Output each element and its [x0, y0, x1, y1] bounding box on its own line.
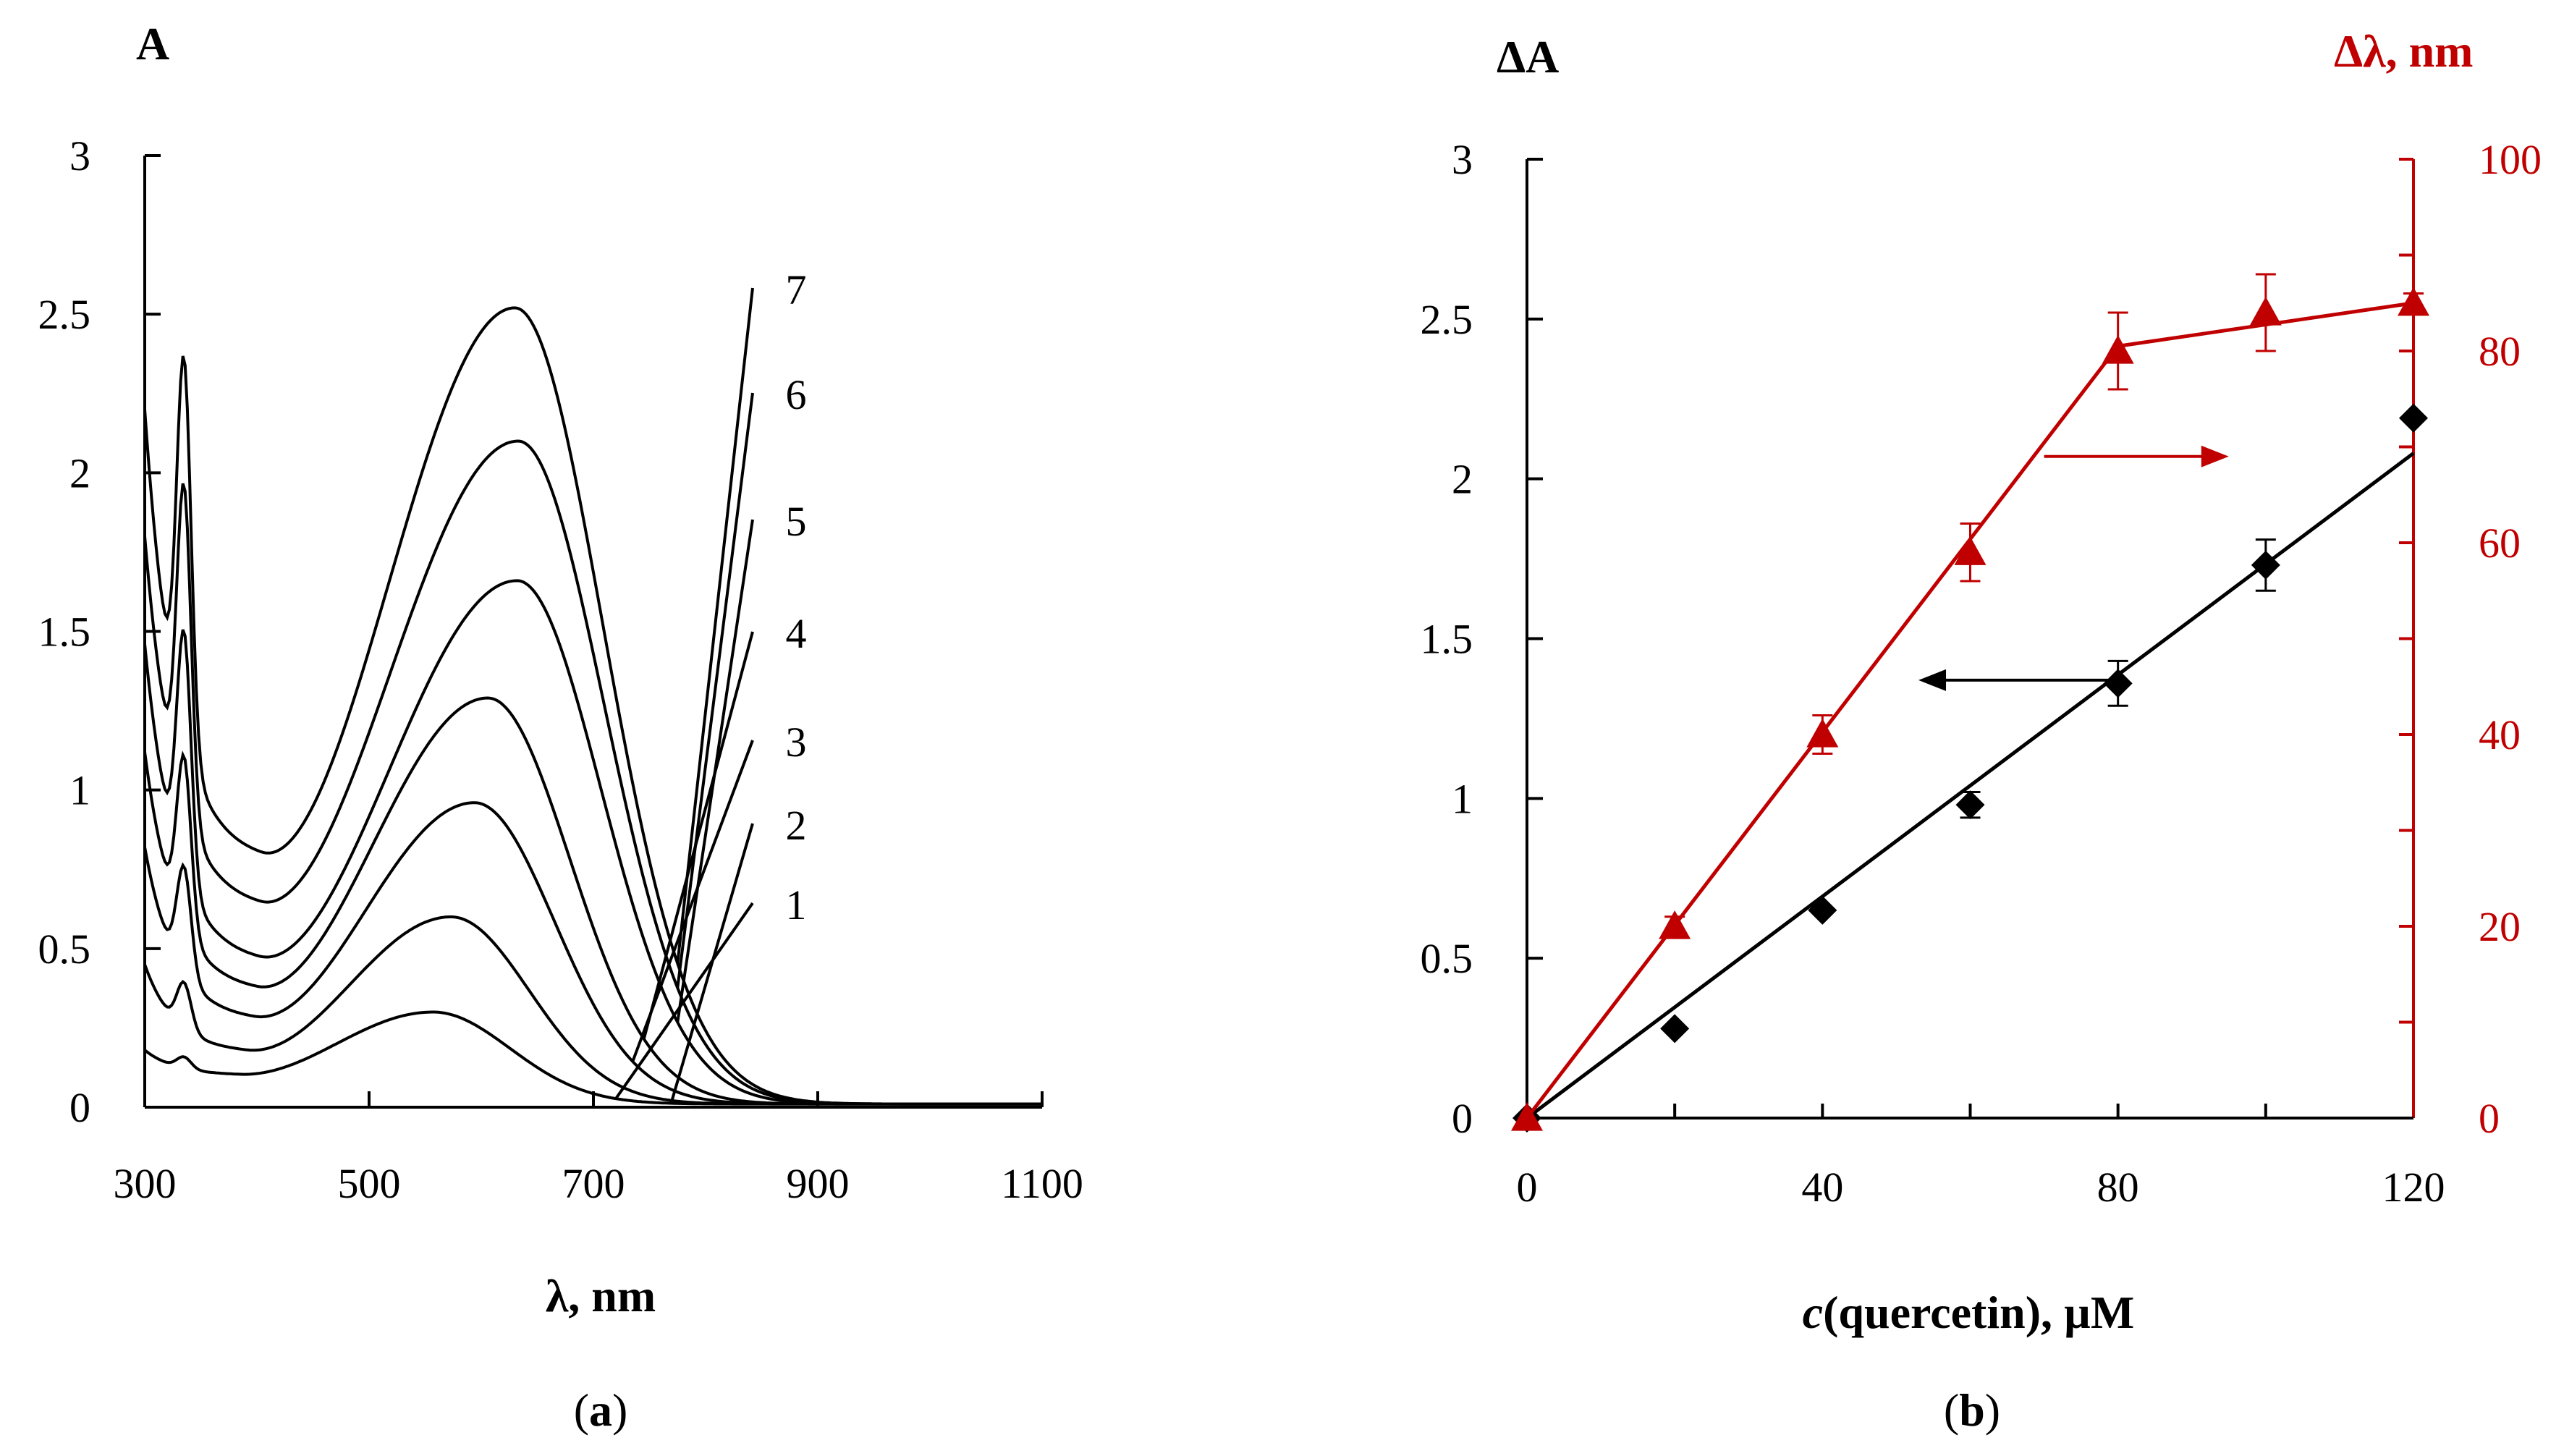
y-tick-label: 1.5 [1421, 616, 1473, 663]
data-point-diamond [1955, 790, 1985, 820]
curve-label-6: 6 [786, 371, 807, 418]
curve-leader-6 [676, 392, 754, 989]
x-tick-label: 500 [338, 1160, 401, 1207]
y-tick-label: 3 [1452, 136, 1473, 183]
curve-leader-2 [670, 823, 754, 1101]
spectrum-curve-7 [143, 306, 1042, 1106]
x-tick-label: 80 [2097, 1164, 2139, 1211]
x-tick-label: 300 [114, 1160, 177, 1207]
series-delta-lambda [1511, 273, 2429, 1131]
panel-b-xlabel-var: c [1803, 1287, 1823, 1338]
panel-a-caption-close: ) [612, 1384, 627, 1436]
y-tick-label: 0.5 [1421, 935, 1473, 982]
data-point-diamond [2103, 669, 2133, 698]
curve-leader-5 [676, 519, 754, 1023]
data-point-diamond [1808, 895, 1837, 925]
y2-tick-label: 100 [2479, 136, 2542, 183]
y-tick-label: 0 [69, 1084, 90, 1131]
data-point-triangle [2249, 297, 2282, 326]
panel-a-caption-letter: a [589, 1384, 612, 1436]
y-tick-label: 1 [69, 767, 90, 814]
y-tick-label: 2.5 [38, 291, 91, 338]
x-tick-label: 120 [2382, 1164, 2445, 1211]
panel-b-series [1511, 273, 2429, 1133]
data-point-triangle [1954, 536, 1987, 565]
panel-b-caption-letter: b [1959, 1384, 1985, 1436]
x-tick-label: 40 [1801, 1164, 1843, 1211]
panel-b: ΔA Δλ, nm 0 0.5 1 1.5 2 2.5 3 0 20 40 60 80 100 0 40… [1421, 25, 2542, 1436]
arrow-to-right-axis [2044, 445, 2229, 467]
panel-a-curves [143, 306, 1042, 1106]
data-point-triangle [2102, 335, 2134, 364]
y2-tick-label: 0 [2479, 1095, 2500, 1142]
x-tick-label: 0 [1517, 1164, 1538, 1211]
curve-leader-4 [642, 631, 754, 1040]
panel-b-ylabel-right: Δλ, nm [2334, 25, 2473, 77]
panel-a-x-ticks: 300 500 700 900 1100 [114, 1091, 1083, 1207]
curve-label-1: 1 [786, 881, 807, 928]
panel-b-ylabel-left: ΔA [1497, 31, 1559, 82]
panel-b-caption-open: ( [1944, 1384, 1959, 1436]
panel-a-caption: (a) [574, 1384, 628, 1436]
x-tick-label: 700 [562, 1160, 625, 1207]
series-delta-a [1512, 403, 2428, 1133]
y2-tick-label: 20 [2479, 903, 2521, 950]
y-tick-label: 3 [69, 132, 90, 179]
curve-leader-1 [614, 902, 754, 1100]
panel-b-xlabel: c(quercetin), µM [1803, 1287, 2135, 1338]
panel-a-ylabel: A [136, 18, 169, 69]
y2-tick-label: 40 [2479, 711, 2521, 758]
y-tick-label: 1 [1452, 775, 1473, 822]
panel-b-right-y-ticks: 0 20 40 60 80 100 [2399, 136, 2542, 1142]
curve-label-4: 4 [786, 610, 807, 657]
x-tick-label: 900 [787, 1160, 850, 1207]
panel-b-caption-close: ) [1985, 1384, 2000, 1436]
panel-a-caption-open: ( [574, 1384, 589, 1436]
panel-a-y-ticks: 0 0.5 1 1.5 2 2.5 3 [38, 132, 161, 1131]
y2-tick-label: 60 [2479, 520, 2521, 567]
y-tick-label: 2.5 [1421, 296, 1473, 343]
data-point-triangle [2398, 287, 2429, 316]
arrow-head [2201, 445, 2229, 467]
data-point-diamond [1660, 1014, 1690, 1044]
panel-b-arrows [1918, 445, 2229, 691]
arrow-head [1918, 669, 1947, 691]
y-tick-label: 1.5 [38, 609, 91, 656]
data-point-diamond [2399, 403, 2428, 433]
data-point-diamond [2251, 550, 2280, 580]
data-point-triangle [1806, 719, 1839, 748]
curve-label-5: 5 [786, 498, 807, 545]
y-tick-label: 2 [1452, 456, 1473, 503]
y-tick-label: 0 [1452, 1095, 1473, 1142]
panel-b-left-y-ticks: 0 0.5 1 1.5 2 2.5 3 [1421, 136, 1543, 1142]
panel-b-caption: (b) [1944, 1384, 2000, 1436]
panel-b-x-ticks: 0 40 80 120 [1517, 1104, 2445, 1211]
panel-b-xlabel-rest: (quercetin), µM [1823, 1287, 2134, 1338]
curve-label-2: 2 [786, 802, 807, 849]
x-tick-label: 1100 [1001, 1160, 1083, 1207]
curve-label-3: 3 [786, 719, 807, 766]
y2-tick-label: 80 [2479, 328, 2521, 375]
panel-a-xlabel: λ, nm [546, 1270, 656, 1321]
y-tick-label: 2 [69, 449, 90, 496]
arrow-to-left-axis [1918, 669, 2118, 691]
panel-a: A 0 0.5 1 1.5 2 2.5 3 300 500 700 900 1100 1 2 3 4 5 6 7… [38, 18, 1083, 1436]
curve-leader-7 [676, 287, 754, 964]
y-tick-label: 0.5 [38, 926, 91, 973]
curve-label-7: 7 [786, 266, 807, 313]
data-point-triangle [1659, 910, 1691, 939]
data-point-triangle [1511, 1102, 1543, 1131]
panel-a-curve-leaders: 1 2 3 4 5 6 7 [614, 266, 807, 1101]
